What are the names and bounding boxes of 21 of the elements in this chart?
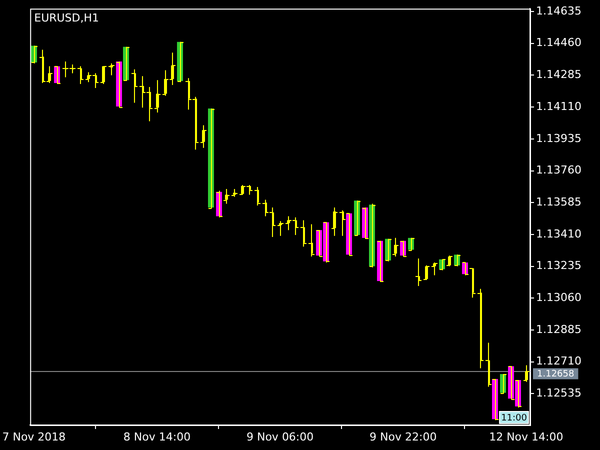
y-tick-label: 1.12710 [536,354,582,368]
y-tick-label: 1.14285 [536,68,582,82]
y-tick-label: 1.12535 [536,386,582,400]
x-tick-label: 12 Nov 14:00 [489,430,564,444]
y-tick-label: 1.13935 [536,132,582,145]
y-tick-label: 1.14635 [536,4,582,18]
y-tick-label: 1.14460 [536,36,582,50]
y-tick-label: 1.13585 [536,195,582,208]
x-tick-label: 7 Nov 2018 [2,430,66,444]
y-tick-label: 1.13760 [536,164,582,177]
x-tick-label: 9 Nov 22:00 [370,430,437,444]
y-tick-label: 1.13235 [536,259,582,272]
y-tick-label: 1.13410 [536,227,582,240]
x-tick-label: 8 Nov 14:00 [123,430,191,444]
y-tick-label: 1.14110 [536,100,582,113]
ref-line-label: 1.12658 [537,370,574,380]
chart-title: EURUSD,H1 [34,11,100,24]
y-tick-label: 1.13060 [536,291,582,304]
x-tick-label: 9 Nov 06:00 [246,430,314,444]
y-tick-label: 1.12885 [536,322,582,336]
annotation: 11:00 [501,413,528,424]
